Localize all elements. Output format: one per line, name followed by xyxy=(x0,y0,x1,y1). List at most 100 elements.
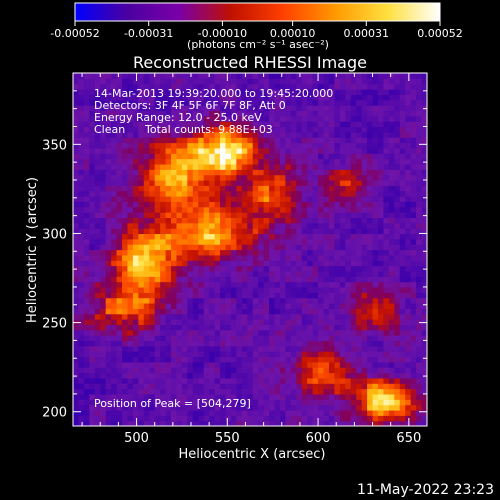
heatmap-cell xyxy=(323,249,330,256)
heatmap-cell xyxy=(405,302,412,309)
heatmap-cell xyxy=(127,137,134,144)
heatmap-cell xyxy=(73,169,80,176)
heatmap-cell xyxy=(171,190,178,197)
heatmap-cell xyxy=(111,94,118,101)
heatmap-cell xyxy=(334,185,341,192)
heatmap-cell xyxy=(345,372,352,379)
heatmap-cell xyxy=(94,415,101,422)
heatmap-cell xyxy=(296,99,303,106)
heatmap-cell xyxy=(252,185,259,192)
heatmap-cell xyxy=(241,206,248,213)
heatmap-cell xyxy=(410,89,417,95)
heatmap-cell xyxy=(323,217,330,224)
heatmap-cell xyxy=(421,244,427,251)
heatmap-cell xyxy=(171,297,178,304)
heatmap-cell xyxy=(138,131,145,138)
heatmap-cell xyxy=(89,99,96,106)
heatmap-cell xyxy=(138,249,145,256)
heatmap-cell xyxy=(258,260,265,267)
heatmap-cell xyxy=(279,206,286,213)
heatmap-cell xyxy=(83,142,90,149)
heatmap-cell xyxy=(83,340,90,347)
heatmap-cell xyxy=(421,89,427,95)
heatmap-cell xyxy=(367,313,374,320)
heatmap-cell xyxy=(383,281,390,288)
heatmap-cell xyxy=(372,131,379,138)
heatmap-cell xyxy=(350,185,357,192)
heatmap-cell xyxy=(296,212,303,219)
heatmap-cell xyxy=(122,89,129,95)
heatmap-cell xyxy=(318,126,325,133)
heatmap-cell xyxy=(274,409,281,416)
heatmap-cell xyxy=(350,244,357,251)
heatmap-cell xyxy=(220,228,227,235)
heatmap-cell xyxy=(111,179,118,186)
heatmap-cell xyxy=(127,147,134,154)
heatmap-cell xyxy=(405,324,412,331)
heatmap-cell xyxy=(122,83,129,90)
heatmap-cell xyxy=(258,153,265,160)
heatmap-cell xyxy=(78,83,85,90)
heatmap-cell xyxy=(416,415,423,422)
heatmap-cell xyxy=(318,131,325,138)
heatmap-cell xyxy=(345,163,352,170)
heatmap-cell xyxy=(361,169,368,176)
heatmap-cell xyxy=(105,249,112,256)
heatmap-cell xyxy=(377,89,385,95)
heatmap-cell xyxy=(220,292,227,299)
heatmap-cell xyxy=(263,179,270,186)
heatmap-cell xyxy=(285,78,292,85)
heatmap-cell xyxy=(154,115,161,122)
heatmap-cell xyxy=(111,393,118,400)
heatmap-cell xyxy=(269,372,276,379)
heatmap-cell xyxy=(192,313,199,320)
heatmap-cell xyxy=(160,399,167,406)
heatmap-cell xyxy=(361,319,368,325)
heatmap-cell xyxy=(73,131,80,138)
heatmap-cell xyxy=(132,286,139,293)
heatmap-cell xyxy=(127,158,134,165)
heatmap-cell xyxy=(105,260,112,267)
heatmap-cell xyxy=(209,131,216,138)
heatmap-cell xyxy=(377,131,385,138)
heatmap-cell xyxy=(307,335,314,342)
heatmap-cell xyxy=(73,335,80,342)
heatmap-cell xyxy=(285,367,292,374)
heatmap-cell xyxy=(127,265,134,272)
heatmap-cell xyxy=(312,377,319,384)
heatmap-cell xyxy=(339,388,346,395)
heatmap-cell xyxy=(127,409,134,416)
heatmap-cell xyxy=(171,324,178,331)
heatmap-cell xyxy=(122,222,129,229)
heatmap-cell xyxy=(78,409,85,416)
heatmap-cell xyxy=(290,356,297,363)
heatmap-cell xyxy=(323,270,330,277)
heatmap-cell xyxy=(220,94,227,101)
heatmap-cell xyxy=(367,228,374,235)
heatmap-cell xyxy=(100,319,107,325)
heatmap-cell xyxy=(290,158,297,165)
heatmap-cell xyxy=(323,415,330,422)
heatmap-cell xyxy=(307,319,314,325)
heatmap-cell xyxy=(377,244,385,251)
heatmap-cell xyxy=(236,190,243,197)
heatmap-cell xyxy=(416,185,423,192)
heatmap-cell xyxy=(328,110,336,117)
heatmap-cell xyxy=(312,393,319,400)
heatmap-cell xyxy=(285,340,292,347)
heatmap-cell xyxy=(220,308,227,315)
heatmap-cell xyxy=(339,169,346,176)
heatmap-cell xyxy=(203,153,210,160)
heatmap-cell xyxy=(73,206,80,213)
heatmap-cell xyxy=(252,313,259,320)
heatmap-cell xyxy=(388,78,395,85)
heatmap-cell xyxy=(318,249,325,256)
heatmap-cell xyxy=(154,142,161,149)
heatmap-cell xyxy=(154,105,161,112)
heatmap-cell xyxy=(225,409,232,416)
heatmap-cell xyxy=(383,99,390,106)
heatmap-cell xyxy=(345,297,352,304)
heatmap-cell xyxy=(127,206,134,213)
heatmap-cell xyxy=(78,260,85,267)
heatmap-cell xyxy=(394,329,401,336)
